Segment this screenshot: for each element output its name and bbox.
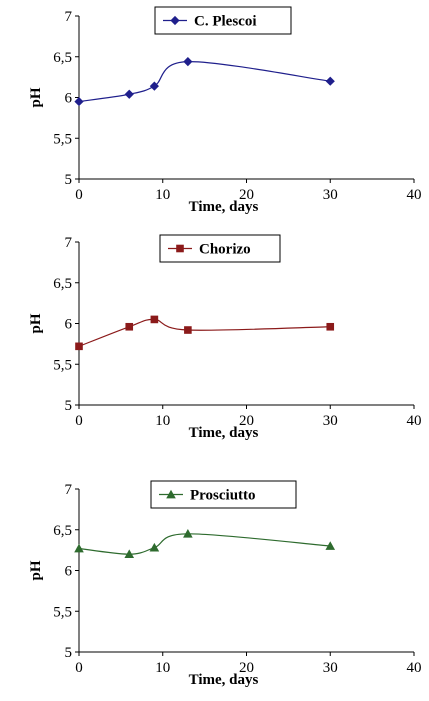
data-point (325, 76, 335, 86)
chart-panel-3: 5 5,5 6 6,5 7 0 10 20 30 40 Time, days pH Prosciutto (28, 480, 422, 688)
chart-panel-1: 5 5,5 6 6,5 7 0 10 20 30 40 Time, days pH C. Plescoi (28, 6, 422, 215)
y-axis-title: pH (28, 560, 44, 580)
x-tick-label: 30 (323, 413, 338, 429)
y-tick-label: 5,5 (53, 357, 72, 373)
data-point (149, 81, 159, 91)
chart-panel-2: 5 5,5 6 6,5 7 0 10 20 30 40 Time, days pH Chorizo (28, 234, 422, 441)
y-tick-label: 5,5 (53, 131, 72, 147)
x-tick-label: 0 (75, 187, 83, 203)
x-tick-label: 40 (407, 660, 422, 676)
x-tick-label: 10 (155, 413, 170, 429)
data-point (124, 549, 135, 559)
data-point (74, 96, 84, 107)
y-tick-label: 6 (65, 564, 73, 580)
legend-marker-icon (176, 244, 184, 253)
y-tick-label: 5 (65, 645, 73, 661)
data-point (124, 89, 134, 99)
x-tick-label: 30 (323, 660, 338, 676)
y-tick-label: 6 (65, 91, 73, 107)
series-line (78, 318, 331, 347)
x-axis-title: Time, days (189, 425, 259, 441)
x-tick-label: 30 (323, 187, 338, 203)
x-tick-label: 20 (239, 660, 254, 676)
y-tick-label: 7 (65, 482, 73, 498)
legend: Chorizo (159, 234, 281, 263)
x-tick-label: 0 (75, 413, 83, 429)
data-point (183, 57, 193, 67)
y-tick-label: 7 (65, 235, 73, 251)
y-axis-title: pH (28, 87, 44, 107)
legend-marker-icon (166, 489, 176, 499)
x-tick-label: 40 (407, 413, 422, 429)
legend: C. Plescoi (154, 6, 292, 35)
legend-marker-icon (170, 15, 180, 26)
x-tick-label: 40 (407, 187, 422, 203)
legend: Prosciutto (150, 480, 297, 509)
x-tick-label: 20 (239, 187, 254, 203)
x-tick-label: 10 (155, 660, 170, 676)
legend-label: C. Plescoi (194, 14, 256, 30)
data-point (125, 322, 134, 331)
data-point (150, 315, 159, 324)
data-point (149, 542, 160, 552)
data-point (74, 543, 84, 553)
x-tick-label: 10 (155, 187, 170, 203)
data-point (183, 529, 193, 538)
series-line (78, 61, 331, 103)
x-tick-label: 20 (239, 413, 254, 429)
legend-label: Prosciutto (190, 488, 256, 504)
data-point (75, 342, 83, 351)
data-point (325, 541, 336, 550)
y-tick-label: 5 (65, 398, 73, 414)
data-point (326, 322, 335, 331)
legend-label: Chorizo (199, 242, 251, 258)
x-axis-title: Time, days (189, 199, 259, 215)
y-tick-label: 6,5 (53, 276, 72, 292)
series-line (78, 533, 331, 555)
y-tick-label: 7 (65, 9, 73, 25)
y-tick-label: 6,5 (53, 523, 72, 539)
y-tick-label: 5 (65, 172, 73, 188)
y-tick-label: 6 (65, 317, 73, 333)
y-tick-label: 6,5 (53, 50, 72, 66)
y-tick-label: 5,5 (53, 604, 72, 620)
y-axis-title: pH (28, 313, 44, 333)
x-tick-label: 0 (75, 660, 83, 676)
x-axis-title: Time, days (189, 672, 259, 688)
data-point (184, 326, 192, 334)
